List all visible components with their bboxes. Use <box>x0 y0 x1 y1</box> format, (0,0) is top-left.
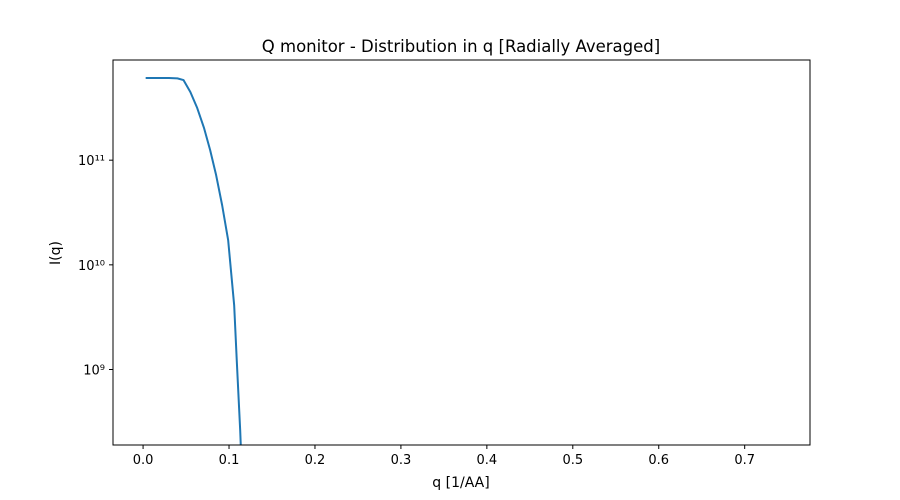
chart-title: Q monitor - Distribution in q [Radially … <box>262 37 660 56</box>
x-tick-label: 0.3 <box>391 453 412 468</box>
axes-frame <box>112 59 811 446</box>
y-tick-label: 10¹⁰ <box>78 259 105 274</box>
y-tick-label: 10¹¹ <box>78 154 105 169</box>
x-tick-label: 0.6 <box>648 453 669 468</box>
x-axis-label: q [1/AA] <box>432 475 489 491</box>
x-tick-label: 0.2 <box>305 453 326 468</box>
ticks: 0.0 0.1 0.2 0.3 0.4 0.5 0.6 0.7 10⁹ 10¹⁰ 10¹¹ <box>78 154 755 468</box>
plot-area <box>145 77 242 445</box>
y-axis-label: I(q) <box>48 241 64 265</box>
x-tick-label: 0.4 <box>477 453 498 468</box>
x-tick-label: 0.7 <box>734 453 755 468</box>
x-tick-label: 0.0 <box>133 453 154 468</box>
x-tick-label: 0.1 <box>219 453 240 468</box>
x-tick-label: 0.5 <box>562 453 583 468</box>
y-tick-label: 10⁹ <box>83 364 105 379</box>
data-line <box>145 77 242 445</box>
